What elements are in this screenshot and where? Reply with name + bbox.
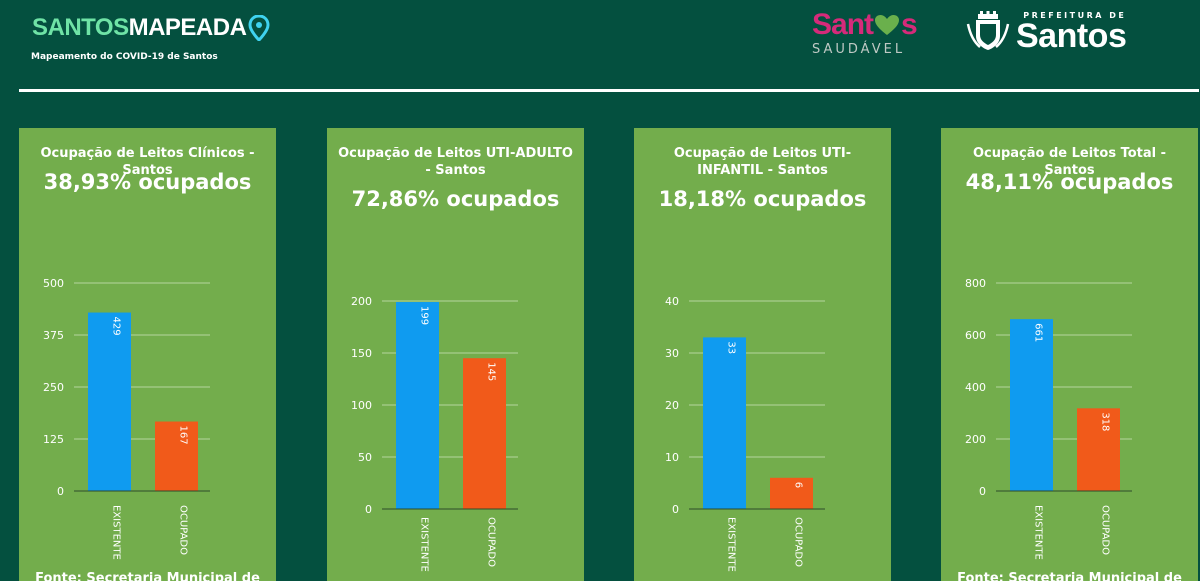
y-tick-label: 600 <box>965 329 986 342</box>
brand-logo[interactable]: SANTOSMAPEADA <box>32 14 270 42</box>
header-divider <box>19 89 1199 92</box>
card-percent: 48,11% ocupados <box>965 170 1174 194</box>
x-category-label: EXISTENTE <box>726 517 737 572</box>
card-title: Ocupação de Leitos Clínicos - Santos <box>40 146 255 178</box>
x-category-label: EXISTENTE <box>1033 505 1044 560</box>
y-tick-label: 0 <box>979 485 986 498</box>
city-crest-icon <box>966 11 1010 50</box>
y-tick-label: 500 <box>43 277 64 290</box>
y-tick-label: 30 <box>665 347 679 360</box>
y-tick-label: 20 <box>665 399 679 412</box>
card-uti-adulto: Ocupação de Leitos UTI-ADULTO - Santos 7… <box>327 128 584 581</box>
data-label: 199 <box>419 306 430 325</box>
tagline: Mapeamento do COVID-19 de Santos <box>31 52 218 62</box>
brand-name: SANTOSMAPEADA <box>32 14 247 42</box>
x-category-label: OCUPADO <box>793 517 804 567</box>
bar-chart-uti-adulto: 0 50 100 150 200 199 EXISTENTE 145 OCUPADO <box>351 295 518 572</box>
x-category-label: EXISTENTE <box>419 517 430 572</box>
card-percent: 18,18% ocupados <box>658 187 867 211</box>
bar-existente <box>396 302 439 509</box>
y-tick-label: 100 <box>351 399 372 412</box>
y-tick-label: 125 <box>43 433 64 446</box>
source-note: Fonte: Secretaria Municipal de <box>35 571 260 581</box>
y-tick-label: 200 <box>965 433 986 446</box>
y-tick-label: 250 <box>43 381 64 394</box>
y-tick-label: 40 <box>665 295 679 308</box>
prefeitura-big-text: Santos <box>1016 16 1127 55</box>
card-title: Ocupação de Leitos Total - Santos <box>972 146 1167 178</box>
brand-name-part1: SANTOS <box>32 14 129 41</box>
y-tick-label: 800 <box>965 277 986 290</box>
prefeitura-small-text: PREFEITURA DE <box>1023 10 1127 20</box>
x-category-label: OCUPADO <box>486 517 497 567</box>
prefeitura-logo: PREFEITURA DE Santos <box>966 10 1127 55</box>
saudavel-logo-text-end: s <box>901 8 918 41</box>
bar-chart-leitos-total: 0 200 400 600 800 661 EXISTENTE 318 OCUPADO <box>965 277 1132 560</box>
bar-ocupado <box>155 421 198 491</box>
bar-ocupado <box>1077 408 1120 491</box>
card-percent: 72,86% ocupados <box>351 187 560 211</box>
y-tick-label: 10 <box>665 451 679 464</box>
card-leitos-total: Ocupação de Leitos Total - Santos 48,11%… <box>941 128 1198 581</box>
data-label: 318 <box>1100 412 1111 431</box>
data-label: 6 <box>793 482 804 488</box>
card-title: Ocupação de Leitos UTI-ADULTO - Santos <box>338 146 573 178</box>
card-title: Ocupação de Leitos UTI-INFANTIL - Santos <box>673 146 852 178</box>
bar-existente <box>88 312 131 491</box>
brand-name-part2: MAPEADA <box>128 14 247 41</box>
data-label: 429 <box>111 317 122 336</box>
location-pin-icon <box>248 15 270 41</box>
bar-ocupado <box>463 358 506 509</box>
santos-saudavel-logo: Sant s SAUDÁVEL <box>812 8 918 58</box>
x-category-label: OCUPADO <box>1100 505 1111 555</box>
heart-icon <box>875 15 900 35</box>
bar-existente <box>1010 319 1053 491</box>
data-label: 167 <box>178 426 189 445</box>
saudavel-logo-subtext: SAUDÁVEL <box>812 42 906 57</box>
card-percent: 38,93% ocupados <box>43 170 252 194</box>
page-header: SANTOSMAPEADA Mapeamento do COVID-19 de … <box>0 0 1200 90</box>
data-label: 661 <box>1033 323 1044 342</box>
y-tick-label: 375 <box>43 329 64 342</box>
source-note: Fonte: Secretaria Municipal de <box>957 571 1182 581</box>
y-tick-label: 0 <box>365 503 372 516</box>
y-tick-label: 0 <box>672 503 679 516</box>
card-uti-infantil: Ocupação de Leitos UTI-INFANTIL - Santos… <box>634 128 891 581</box>
bar-existente <box>703 337 746 509</box>
y-tick-label: 50 <box>358 451 372 464</box>
data-label: 145 <box>486 362 497 381</box>
y-tick-label: 400 <box>965 381 986 394</box>
y-tick-label: 200 <box>351 295 372 308</box>
bar-chart-leitos-clinicos: 0 125 250 375 500 429 EXISTENTE 167 OCUPADO <box>43 277 210 560</box>
y-tick-label: 150 <box>351 347 372 360</box>
bar-chart-uti-infantil: 0 10 20 30 40 33 EXISTENTE 6 OCUPADO <box>665 295 825 572</box>
card-leitos-clinicos: Ocupação de Leitos Clínicos - Santos 38,… <box>19 128 276 581</box>
saudavel-logo-text-start: Sant <box>812 8 874 41</box>
y-tick-label: 0 <box>57 485 64 498</box>
x-category-label: EXISTENTE <box>111 505 122 560</box>
data-label: 33 <box>726 341 737 354</box>
x-category-label: OCUPADO <box>178 505 189 555</box>
bar-ocupado <box>770 477 813 509</box>
